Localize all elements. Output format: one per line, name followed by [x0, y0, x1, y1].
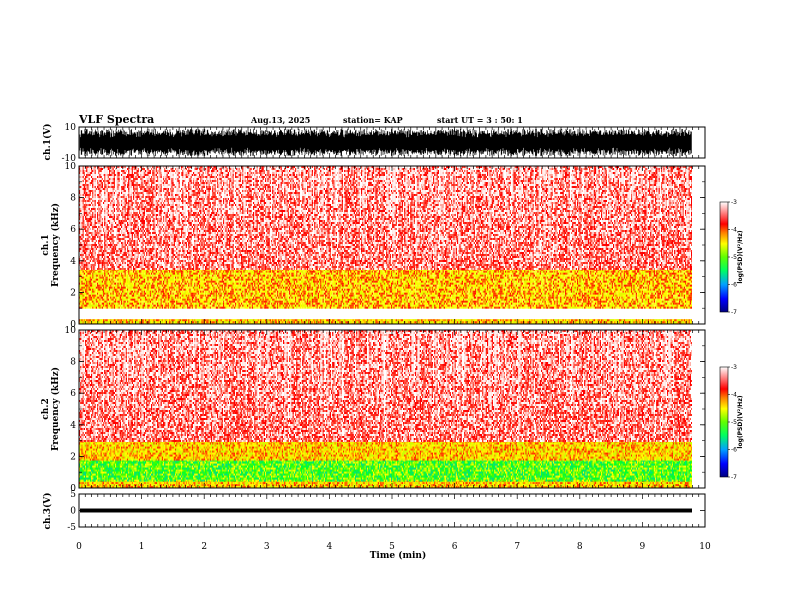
- y-tick-label: 2: [70, 288, 76, 298]
- y-tick-label: 2: [70, 452, 76, 462]
- spectrogram-image: [79, 330, 705, 488]
- y-axis-label-line: Frequency (kHz): [50, 367, 61, 451]
- y-tick-label: 5: [70, 490, 76, 500]
- ch1-spectrogram-ylabel: ch.1 Frequency (kHz): [41, 203, 61, 287]
- colorbar-label: log(PSD)(V²/Hz): [737, 230, 744, 283]
- x-tick-label: 3: [264, 542, 270, 552]
- x-tick-label: 10: [699, 542, 711, 552]
- x-tick-label: 6: [452, 542, 458, 552]
- ch2-spectrogram-ylabel: ch.2 Frequency (kHz): [41, 367, 61, 451]
- spectrogram-image: [79, 166, 705, 325]
- x-tick-label: 0: [76, 542, 82, 552]
- colorbar-tick-label: -3: [731, 364, 737, 371]
- x-tick-label: 4: [327, 542, 333, 552]
- ch1-waveform-trace: [80, 129, 691, 156]
- ch1-waveform-panel: 10-10: [62, 123, 706, 164]
- colorbar-label: log(PSD)(V²/Hz): [737, 395, 744, 448]
- x-tick-label: 1: [139, 542, 145, 552]
- ch3-waveform-ylabel: ch.3(V): [42, 493, 53, 530]
- x-tick-label: 8: [577, 542, 583, 552]
- figure-title: VLF Spectra: [78, 113, 154, 126]
- ch3-waveform-panel: 5 0 -5: [67, 490, 705, 533]
- y-tick-label: 10: [65, 162, 77, 172]
- start-time-label: start UT = 3 : 50: 1: [437, 115, 523, 125]
- time-axis-label: Time (min): [370, 550, 427, 561]
- station-label: station= KAP: [343, 115, 403, 125]
- x-tick-label: 9: [640, 542, 646, 552]
- y-tick-label: 6: [70, 389, 76, 399]
- colorbar-gradient: [720, 202, 728, 312]
- y-tick-label: 10: [65, 123, 77, 133]
- y-tick-label: 8: [70, 194, 76, 204]
- ch3-waveform-trace: [80, 509, 692, 513]
- y-axis-label-line: ch.1: [41, 234, 51, 255]
- y-axis-label-line: Frequency (kHz): [50, 203, 61, 287]
- x-tick-label: 7: [514, 542, 520, 552]
- y-tick-label: -5: [67, 523, 76, 533]
- colorbar-tick-label: -7: [731, 474, 737, 481]
- ch1-waveform-ylabel: ch.1(V): [42, 124, 53, 161]
- y-tick-label: 8: [70, 358, 76, 368]
- y-tick-label: 4: [70, 421, 76, 431]
- y-axis-label-line: ch.2: [41, 398, 51, 419]
- colorbar-tick-label: -3: [731, 199, 737, 206]
- vlf-figure: VLF Spectra Aug.13, 2025 station= KAP st…: [0, 0, 792, 612]
- colorbar-gradient: [720, 367, 728, 477]
- colorbar-tick-label: -7: [731, 309, 737, 316]
- y-tick-label: 10: [65, 326, 77, 336]
- y-tick-label: 4: [70, 257, 76, 267]
- y-tick-label: 0: [70, 507, 76, 517]
- x-tick-label: 2: [201, 542, 207, 552]
- date-label: Aug.13, 2025: [250, 115, 310, 125]
- y-tick-label: 6: [70, 225, 76, 235]
